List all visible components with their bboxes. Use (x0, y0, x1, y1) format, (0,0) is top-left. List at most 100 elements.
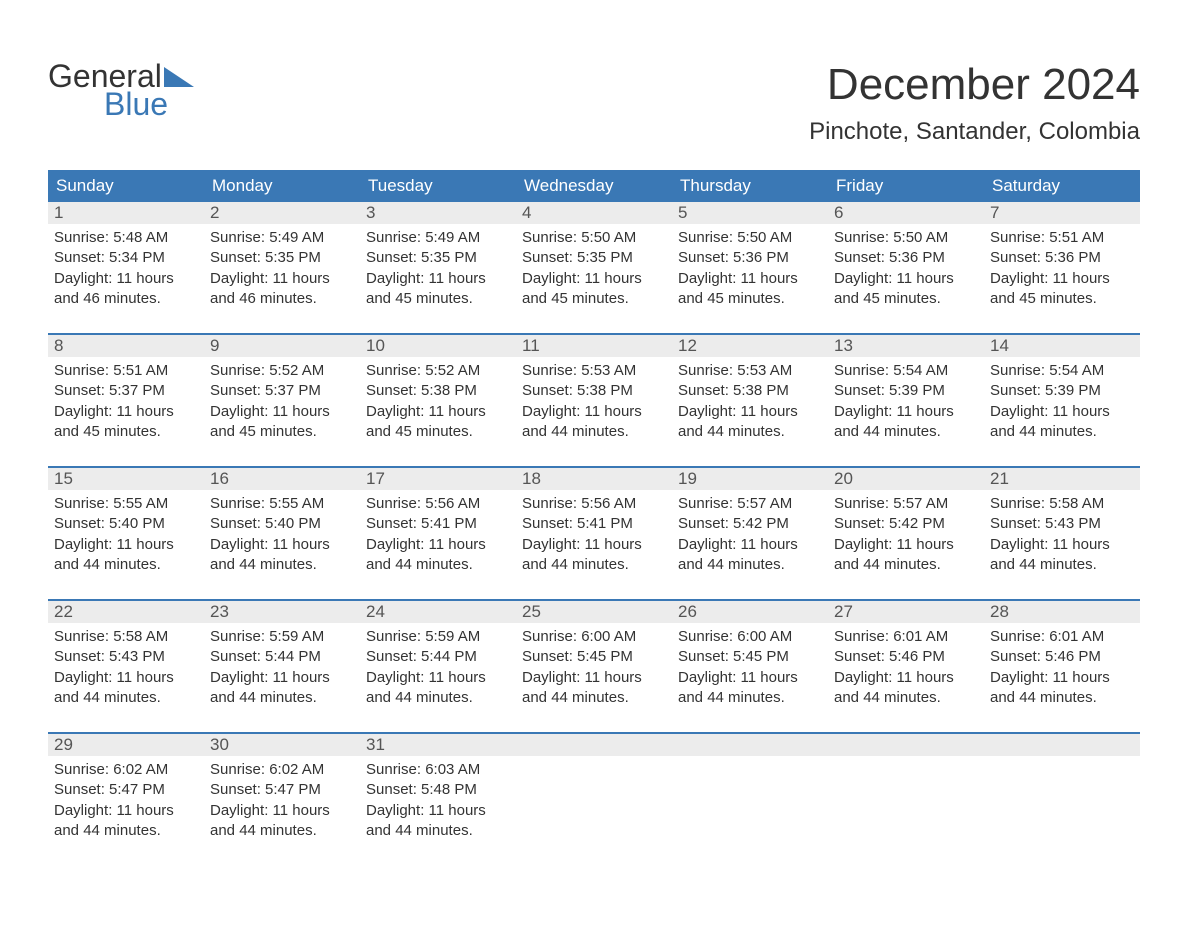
daylight-text-1: Daylight: 11 hours (834, 535, 978, 555)
sunrise-text: Sunrise: 5:52 AM (366, 361, 510, 381)
calendar-week-row: 29Sunrise: 6:02 AMSunset: 5:47 PMDayligh… (48, 733, 1140, 865)
day-details: Sunrise: 5:52 AMSunset: 5:38 PMDaylight:… (360, 357, 516, 466)
sunset-text: Sunset: 5:41 PM (522, 514, 666, 534)
day-number: 15 (48, 468, 204, 490)
sunset-text: Sunset: 5:45 PM (522, 647, 666, 667)
sunrise-text: Sunrise: 5:59 AM (366, 627, 510, 647)
calendar-day-cell: 9Sunrise: 5:52 AMSunset: 5:37 PMDaylight… (204, 334, 360, 467)
calendar-day-cell: 24Sunrise: 5:59 AMSunset: 5:44 PMDayligh… (360, 600, 516, 733)
sunset-text: Sunset: 5:43 PM (54, 647, 198, 667)
day-details: Sunrise: 5:49 AMSunset: 5:35 PMDaylight:… (360, 224, 516, 333)
daylight-text-1: Daylight: 11 hours (522, 668, 666, 688)
daylight-text-2: and 45 minutes. (990, 289, 1134, 309)
sunrise-text: Sunrise: 6:00 AM (678, 627, 822, 647)
day-details: Sunrise: 5:50 AMSunset: 5:36 PMDaylight:… (828, 224, 984, 333)
daylight-text-2: and 44 minutes. (678, 555, 822, 575)
title-block: December 2024 Pinchote, Santander, Colom… (809, 60, 1140, 146)
day-number: 7 (984, 202, 1140, 224)
day-number: 6 (828, 202, 984, 224)
day-number: 4 (516, 202, 672, 224)
daylight-text-2: and 44 minutes. (366, 821, 510, 841)
day-details: Sunrise: 5:53 AMSunset: 5:38 PMDaylight:… (516, 357, 672, 466)
calendar-day-cell: 18Sunrise: 5:56 AMSunset: 5:41 PMDayligh… (516, 467, 672, 600)
day-details: Sunrise: 5:58 AMSunset: 5:43 PMDaylight:… (48, 623, 204, 732)
sunrise-text: Sunrise: 5:57 AM (834, 494, 978, 514)
sunset-text: Sunset: 5:35 PM (210, 248, 354, 268)
calendar-day-cell: 14Sunrise: 5:54 AMSunset: 5:39 PMDayligh… (984, 334, 1140, 467)
day-details-empty (516, 756, 672, 836)
daylight-text-2: and 45 minutes. (678, 289, 822, 309)
sunrise-text: Sunrise: 5:53 AM (522, 361, 666, 381)
daylight-text-1: Daylight: 11 hours (210, 535, 354, 555)
sunset-text: Sunset: 5:43 PM (990, 514, 1134, 534)
sunrise-text: Sunrise: 5:58 AM (54, 627, 198, 647)
daylight-text-2: and 44 minutes. (522, 688, 666, 708)
sunset-text: Sunset: 5:39 PM (834, 381, 978, 401)
sunset-text: Sunset: 5:37 PM (54, 381, 198, 401)
calendar-body: 1Sunrise: 5:48 AMSunset: 5:34 PMDaylight… (48, 202, 1140, 865)
sunset-text: Sunset: 5:44 PM (366, 647, 510, 667)
day-number: 16 (204, 468, 360, 490)
sunset-text: Sunset: 5:41 PM (366, 514, 510, 534)
day-details: Sunrise: 5:54 AMSunset: 5:39 PMDaylight:… (984, 357, 1140, 466)
calendar-day-cell (984, 733, 1140, 865)
calendar-day-cell: 23Sunrise: 5:59 AMSunset: 5:44 PMDayligh… (204, 600, 360, 733)
sunset-text: Sunset: 5:45 PM (678, 647, 822, 667)
weekday-header: Saturday (984, 170, 1140, 202)
daylight-text-2: and 44 minutes. (678, 422, 822, 442)
daylight-text-2: and 45 minutes. (522, 289, 666, 309)
daylight-text-2: and 46 minutes. (210, 289, 354, 309)
day-details: Sunrise: 5:53 AMSunset: 5:38 PMDaylight:… (672, 357, 828, 466)
daylight-text-2: and 45 minutes. (210, 422, 354, 442)
daylight-text-2: and 44 minutes. (678, 688, 822, 708)
calendar-day-cell: 12Sunrise: 5:53 AMSunset: 5:38 PMDayligh… (672, 334, 828, 467)
sunset-text: Sunset: 5:37 PM (210, 381, 354, 401)
day-details: Sunrise: 5:56 AMSunset: 5:41 PMDaylight:… (516, 490, 672, 599)
day-number-empty (828, 734, 984, 756)
day-details-empty (828, 756, 984, 836)
daylight-text-1: Daylight: 11 hours (990, 535, 1134, 555)
logo-text-blue: Blue (104, 88, 198, 120)
sunrise-text: Sunrise: 6:02 AM (54, 760, 198, 780)
daylight-text-1: Daylight: 11 hours (54, 668, 198, 688)
sunrise-text: Sunrise: 5:55 AM (54, 494, 198, 514)
sunrise-text: Sunrise: 5:57 AM (678, 494, 822, 514)
weekday-header: Monday (204, 170, 360, 202)
calendar-day-cell: 8Sunrise: 5:51 AMSunset: 5:37 PMDaylight… (48, 334, 204, 467)
daylight-text-2: and 45 minutes. (366, 422, 510, 442)
sunrise-text: Sunrise: 5:54 AM (990, 361, 1134, 381)
daylight-text-2: and 45 minutes. (54, 422, 198, 442)
sunrise-text: Sunrise: 5:48 AM (54, 228, 198, 248)
daylight-text-1: Daylight: 11 hours (54, 535, 198, 555)
day-number: 22 (48, 601, 204, 623)
daylight-text-2: and 44 minutes. (210, 555, 354, 575)
sunrise-text: Sunrise: 5:51 AM (54, 361, 198, 381)
calendar-day-cell: 25Sunrise: 6:00 AMSunset: 5:45 PMDayligh… (516, 600, 672, 733)
calendar-day-cell (672, 733, 828, 865)
daylight-text-1: Daylight: 11 hours (366, 801, 510, 821)
sunrise-text: Sunrise: 5:50 AM (678, 228, 822, 248)
daylight-text-1: Daylight: 11 hours (990, 269, 1134, 289)
daylight-text-1: Daylight: 11 hours (210, 269, 354, 289)
day-details: Sunrise: 6:02 AMSunset: 5:47 PMDaylight:… (48, 756, 204, 865)
day-details: Sunrise: 6:00 AMSunset: 5:45 PMDaylight:… (672, 623, 828, 732)
daylight-text-2: and 44 minutes. (366, 555, 510, 575)
sunrise-text: Sunrise: 5:59 AM (210, 627, 354, 647)
daylight-text-1: Daylight: 11 hours (990, 668, 1134, 688)
calendar-day-cell: 6Sunrise: 5:50 AMSunset: 5:36 PMDaylight… (828, 202, 984, 334)
sunset-text: Sunset: 5:39 PM (990, 381, 1134, 401)
day-number: 23 (204, 601, 360, 623)
day-number: 29 (48, 734, 204, 756)
day-details: Sunrise: 5:55 AMSunset: 5:40 PMDaylight:… (204, 490, 360, 599)
daylight-text-2: and 44 minutes. (54, 555, 198, 575)
sunset-text: Sunset: 5:42 PM (678, 514, 822, 534)
day-details: Sunrise: 5:59 AMSunset: 5:44 PMDaylight:… (360, 623, 516, 732)
sunrise-text: Sunrise: 5:58 AM (990, 494, 1134, 514)
calendar-day-cell: 22Sunrise: 5:58 AMSunset: 5:43 PMDayligh… (48, 600, 204, 733)
daylight-text-2: and 44 minutes. (54, 688, 198, 708)
day-number: 26 (672, 601, 828, 623)
daylight-text-2: and 44 minutes. (210, 821, 354, 841)
day-number: 17 (360, 468, 516, 490)
calendar-day-cell: 10Sunrise: 5:52 AMSunset: 5:38 PMDayligh… (360, 334, 516, 467)
calendar-day-cell: 31Sunrise: 6:03 AMSunset: 5:48 PMDayligh… (360, 733, 516, 865)
